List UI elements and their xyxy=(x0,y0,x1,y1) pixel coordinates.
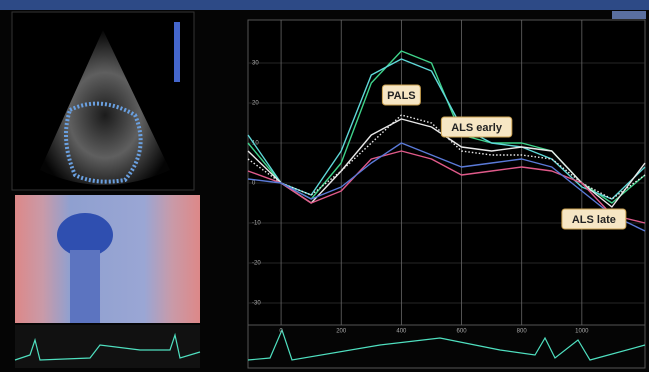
y-tick-label: -20 xyxy=(252,261,261,267)
window-button[interactable] xyxy=(612,11,646,19)
x-tick-label: 200 xyxy=(336,329,347,335)
color-scale xyxy=(174,22,180,82)
x-tick-label: 800 xyxy=(517,329,528,335)
x-tick-label: 600 xyxy=(457,329,468,335)
annotation-label: ALS early xyxy=(451,122,503,134)
screen: 3020100-10-20-3002004006008001000PALSALS… xyxy=(0,0,649,372)
x-tick-label: 1000 xyxy=(575,329,589,335)
plot-frame xyxy=(248,20,645,325)
title-bar xyxy=(0,0,649,10)
strain-map xyxy=(15,195,200,323)
strain-map-band xyxy=(70,250,100,323)
y-tick-label: 30 xyxy=(252,61,259,67)
x-tick-label: 400 xyxy=(396,329,407,335)
y-tick-label: -30 xyxy=(252,301,261,307)
page: 3020100-10-20-3002004006008001000PALSALS… xyxy=(0,0,649,372)
y-tick-label: 20 xyxy=(252,101,259,107)
y-tick-label: -10 xyxy=(252,221,261,227)
annotation-label: PALS xyxy=(387,90,416,102)
annotation-label: ALS late xyxy=(572,214,616,226)
